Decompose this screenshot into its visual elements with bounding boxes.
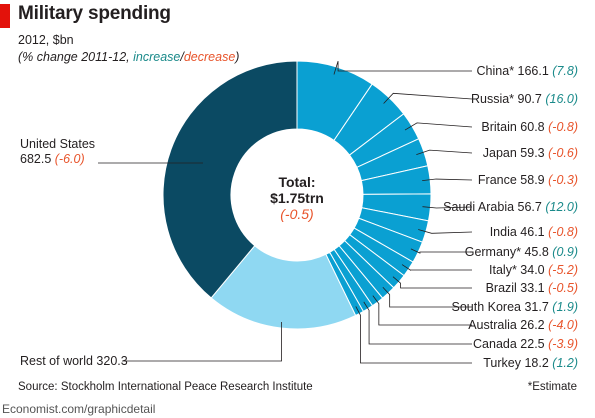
- brand-red-tab: [0, 4, 10, 28]
- label-value-canada: 22.5: [520, 337, 544, 351]
- leader-britain: [404, 122, 473, 131]
- label-value-germany: 45.8: [524, 245, 548, 259]
- label-brazil: Brazil 33.1 (-0.5): [486, 281, 578, 295]
- label-rest-of-world: Rest of world 320.3: [20, 354, 128, 368]
- label-name-germany: Germany*: [465, 245, 525, 259]
- label-value-saudi-arabia: 56.7: [518, 200, 542, 214]
- label-britain: Britain 60.8 (-0.8): [481, 120, 578, 134]
- label-change-australia: (-4.0): [548, 318, 578, 332]
- label-value-russia: 90.7: [518, 92, 542, 106]
- total-change: (-0.5): [280, 206, 313, 222]
- label-value-china: 166.1: [518, 64, 549, 78]
- label-value-japan: 59.3: [520, 146, 544, 160]
- label-name-italy: Italy*: [489, 263, 520, 277]
- label-name-russia: Russia*: [471, 92, 518, 106]
- label-value-south-korea: 31.7: [524, 300, 548, 314]
- label-value-turkey: 18.2: [524, 356, 548, 370]
- label-value-australia: 26.2: [520, 318, 544, 332]
- leader-china: [333, 61, 472, 75]
- label-change-italy: (-5.2): [548, 263, 578, 277]
- label-south-korea: South Korea 31.7 (1.9): [452, 300, 579, 314]
- label-name-japan: Japan: [483, 146, 521, 160]
- label-canada: Canada 22.5 (-3.9): [473, 337, 578, 351]
- source-note: Source: Stockholm International Peace Re…: [18, 381, 313, 393]
- note-increase: increase: [133, 50, 181, 64]
- estimate-note: *Estimate: [527, 381, 577, 393]
- brand-footer: Economist.com/graphicdetail: [2, 402, 156, 416]
- label-value-italy: 34.0: [520, 263, 544, 277]
- label-saudi-arabia: Saudi Arabia 56.7 (12.0): [443, 200, 578, 214]
- label-change-turkey: (1.2): [552, 356, 578, 370]
- label-value-france: 58.9: [520, 173, 544, 187]
- leader-italy: [401, 264, 472, 271]
- slice-labels: China* 166.1 (7.8) Russia* 90.7 (16.0) Bri…: [20, 64, 578, 370]
- chart-note: (% change 2011-12, increase/decrease): [18, 50, 239, 64]
- label-change-south-korea: (1.9): [552, 300, 578, 314]
- label-name-britain: Britain: [481, 120, 520, 134]
- label-change-india: (-0.8): [548, 225, 578, 239]
- leader-india: [418, 229, 473, 234]
- label-name-canada: Canada: [473, 337, 520, 351]
- label-change-france: (-0.3): [548, 173, 578, 187]
- label-italy: Italy* 34.0 (-5.2): [489, 263, 578, 277]
- label-change-germany: (0.9): [552, 245, 578, 259]
- label-japan: Japan 59.3 (-0.6): [483, 146, 578, 160]
- note-decrease: decrease: [183, 50, 236, 64]
- label-value-united-states: 682.5: [20, 152, 51, 166]
- note-slash: /: [180, 50, 184, 64]
- label-name-china: China*: [477, 64, 518, 78]
- label-change-japan: (-0.6): [548, 146, 578, 160]
- label-change-united-states: (-6.0): [55, 152, 85, 166]
- leader-germany: [410, 248, 472, 254]
- label-change-britain: (-0.8): [548, 120, 578, 134]
- label-value-britain: 60.8: [520, 120, 544, 134]
- chart-title: Military spending: [18, 3, 171, 24]
- label-australia: Australia 26.2 (-4.0): [468, 318, 578, 332]
- label-name-united-states: United States: [20, 137, 95, 151]
- leader-russia: [383, 92, 473, 104]
- leader-south-korea: [382, 286, 472, 308]
- label-change-china: (7.8): [552, 64, 578, 78]
- note-close: ): [235, 50, 240, 64]
- label-name-turkey: Turkey: [483, 356, 524, 370]
- label-change-russia: (16.0): [545, 92, 578, 106]
- label-china: China* 166.1 (7.8): [477, 64, 578, 78]
- leader-turkey: [355, 306, 472, 364]
- leader-japan: [416, 149, 473, 156]
- label-germany: Germany* 45.8 (0.9): [465, 245, 578, 259]
- label-value-india: 46.1: [520, 225, 544, 239]
- label-name-saudi-arabia: Saudi Arabia: [443, 200, 517, 214]
- donut-slices: [162, 60, 432, 330]
- label-name-france: France: [478, 173, 520, 187]
- leader-brazil: [392, 276, 472, 289]
- chart-subtitle: 2012, $bn: [18, 33, 74, 47]
- label-name-brazil: Brazil: [486, 281, 521, 295]
- total-value: $1.75trn: [270, 190, 324, 206]
- label-change-brazil: (-0.5): [548, 281, 578, 295]
- slice-united-states: [162, 60, 298, 299]
- label-name-south-korea: South Korea: [452, 300, 525, 314]
- label-name-australia: Australia: [468, 318, 520, 332]
- leader-canada: [363, 301, 472, 345]
- label-value-brazil: 33.1: [520, 281, 544, 295]
- leader-australia: [372, 295, 472, 326]
- total-label: Total:: [278, 174, 315, 190]
- label-india: India 46.1 (-0.8): [490, 225, 578, 239]
- label-change-saudi-arabia: (12.0): [545, 200, 578, 214]
- label-france: France 58.9 (-0.3): [478, 173, 578, 187]
- label-name-india: India: [490, 225, 521, 239]
- label-united-states: 682.5 (-6.0): [20, 152, 85, 166]
- leader-rest-of-world: [122, 322, 282, 362]
- note-open: (% change 2011-12,: [18, 50, 134, 64]
- leader-saudi-arabia: [422, 206, 473, 209]
- label-name-rest-of-world: Rest of world: [20, 354, 96, 368]
- label-value-rest-of-world: 320.3: [96, 354, 127, 368]
- label-russia: Russia* 90.7 (16.0): [471, 92, 578, 106]
- leader-lines: [98, 61, 473, 364]
- label-turkey: Turkey 18.2 (1.2): [483, 356, 578, 370]
- leader-france: [422, 178, 473, 182]
- label-change-canada: (-3.9): [548, 337, 578, 351]
